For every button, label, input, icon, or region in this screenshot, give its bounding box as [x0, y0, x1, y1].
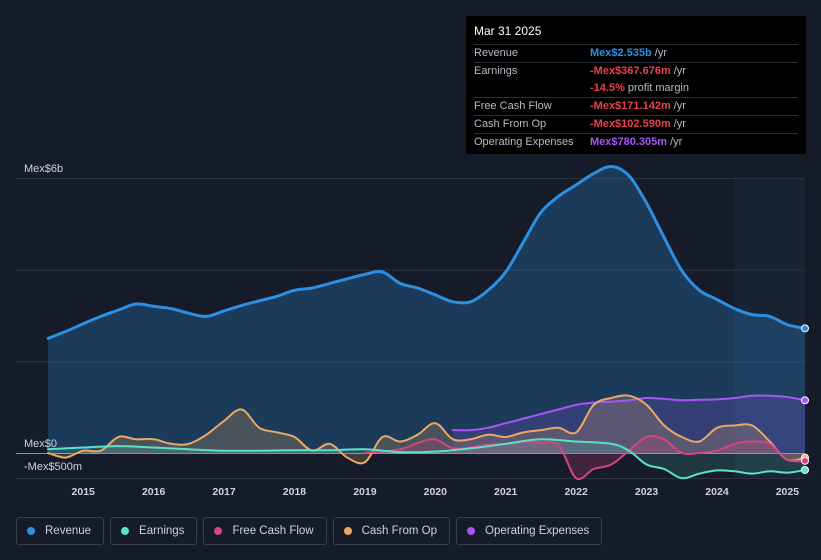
- tooltip-row-value: -Mex$367.676m: [590, 65, 671, 77]
- tooltip-row-label: Operating Expenses: [474, 136, 574, 148]
- chart-legend: Revenue Earnings Free Cash Flow Cash From O…: [16, 517, 603, 545]
- tooltip-row: Free Cash Flow -Mex$171.142m/yr: [474, 98, 798, 116]
- legend-dot-icon: [343, 527, 352, 535]
- forecast-shade: [734, 178, 805, 478]
- revenue-end-point: [801, 324, 809, 333]
- earnings-area: [48, 439, 805, 479]
- legend-label: Earnings: [139, 525, 185, 537]
- tooltip-row-label: Revenue: [474, 47, 519, 59]
- tooltip-row: Earnings -Mex$367.676m/yr: [474, 63, 798, 80]
- y-axis-label: Mex$6b: [24, 163, 63, 175]
- free-cash-flow-area: [364, 436, 805, 480]
- x-axis-tick-label: 2022: [564, 486, 588, 498]
- tooltip-row: -14.5% profit margin: [474, 80, 798, 98]
- x-axis-tick-label: 2016: [142, 486, 166, 498]
- tooltip-row-unit: /yr: [670, 136, 683, 148]
- revenue-line: [46, 165, 807, 340]
- legend-label: Operating Expenses: [485, 525, 590, 537]
- tooltip-row-value: -Mex$171.142m: [590, 100, 671, 112]
- tooltip-row-value: -14.5%: [590, 82, 625, 94]
- legend-item[interactable]: Free Cash Flow: [203, 517, 327, 545]
- tooltip-row-unit: profit margin: [627, 82, 689, 94]
- hover-tooltip: Mar 31 2025 Revenue Mex$2.535b/yr Earnings…: [466, 16, 806, 154]
- free-cash-flow-end-point: [801, 456, 809, 465]
- y-axis-labels: Mex$6b Mex$0 -Mex$500m: [24, 163, 82, 473]
- legend-label: Revenue: [45, 525, 92, 537]
- tooltip-row-label: Free Cash Flow: [474, 100, 552, 112]
- tooltip-row-unit: /yr: [673, 100, 686, 112]
- chart-areas: [48, 166, 805, 480]
- legend-dot-icon: [121, 527, 130, 535]
- legend-label: Free Cash Flow: [232, 525, 314, 537]
- tooltip-row-label: Cash From Op: [474, 118, 547, 130]
- x-axis-tick-label: 2015: [72, 486, 96, 498]
- tooltip-rows: Revenue Mex$2.535b/yr Earnings -Mex$367.676…: [474, 45, 798, 151]
- x-axis-tick-label: 2018: [283, 486, 307, 498]
- tooltip-row: Revenue Mex$2.535b/yr: [474, 45, 798, 63]
- revenue-area: [48, 166, 805, 453]
- tooltip-row-value: -Mex$102.590m: [590, 118, 671, 130]
- tooltip-row-unit: /yr: [654, 47, 667, 59]
- x-axis-tick-label: 2017: [212, 486, 236, 498]
- x-axis-tick-label: 2023: [635, 486, 659, 498]
- tooltip-row-value: Mex$2.535b: [590, 47, 652, 59]
- legend-item[interactable]: Earnings: [110, 517, 198, 545]
- chart-lines: [46, 165, 809, 481]
- earnings-end-point: [801, 465, 809, 474]
- tooltip-row-label: Earnings: [474, 65, 518, 77]
- tooltip-date: Mar 31 2025: [474, 22, 798, 45]
- x-axis-tick-label: 2025: [776, 486, 800, 498]
- earnings-line: [47, 438, 806, 480]
- y-axis-label: Mex$0: [24, 438, 57, 450]
- x-axis-tick-label: 2021: [494, 486, 518, 498]
- y-axis-label: -Mex$500m: [24, 461, 82, 473]
- tooltip-row-unit: /yr: [673, 118, 686, 130]
- operating-expenses-line: [451, 394, 806, 432]
- legend-dot-icon: [214, 527, 223, 535]
- tooltip-row-unit: /yr: [673, 65, 686, 77]
- legend-item[interactable]: Revenue: [16, 517, 105, 545]
- cash-from-op-area: [48, 395, 805, 464]
- tooltip-row-label: [474, 80, 590, 97]
- operating-expenses-end-point: [801, 396, 809, 405]
- x-axis-tick-label: 2020: [424, 486, 448, 498]
- legend-dot-icon: [467, 527, 476, 535]
- legend-item[interactable]: Operating Expenses: [456, 517, 603, 545]
- x-axis-tick-label: 2024: [705, 486, 729, 498]
- x-axis-labels: 2015 2016 2017 2018 2019 2020 2021 2022 2023 2024…: [72, 486, 800, 498]
- legend-label: Cash From Op: [361, 525, 438, 537]
- tooltip-row-value: Mex$780.305m: [590, 136, 668, 148]
- tooltip-row: Operating Expenses Mex$780.305m/yr: [474, 134, 798, 151]
- legend-item[interactable]: Cash From Op: [332, 517, 451, 545]
- tooltip-row: Cash From Op -Mex$102.590m/yr: [474, 116, 798, 134]
- free-cash-flow-line: [363, 435, 806, 481]
- legend-dot-icon: [27, 527, 35, 535]
- cash-from-op-line: [47, 394, 806, 465]
- x-axis-tick-label: 2019: [353, 486, 377, 498]
- chart-grid: [16, 178, 805, 479]
